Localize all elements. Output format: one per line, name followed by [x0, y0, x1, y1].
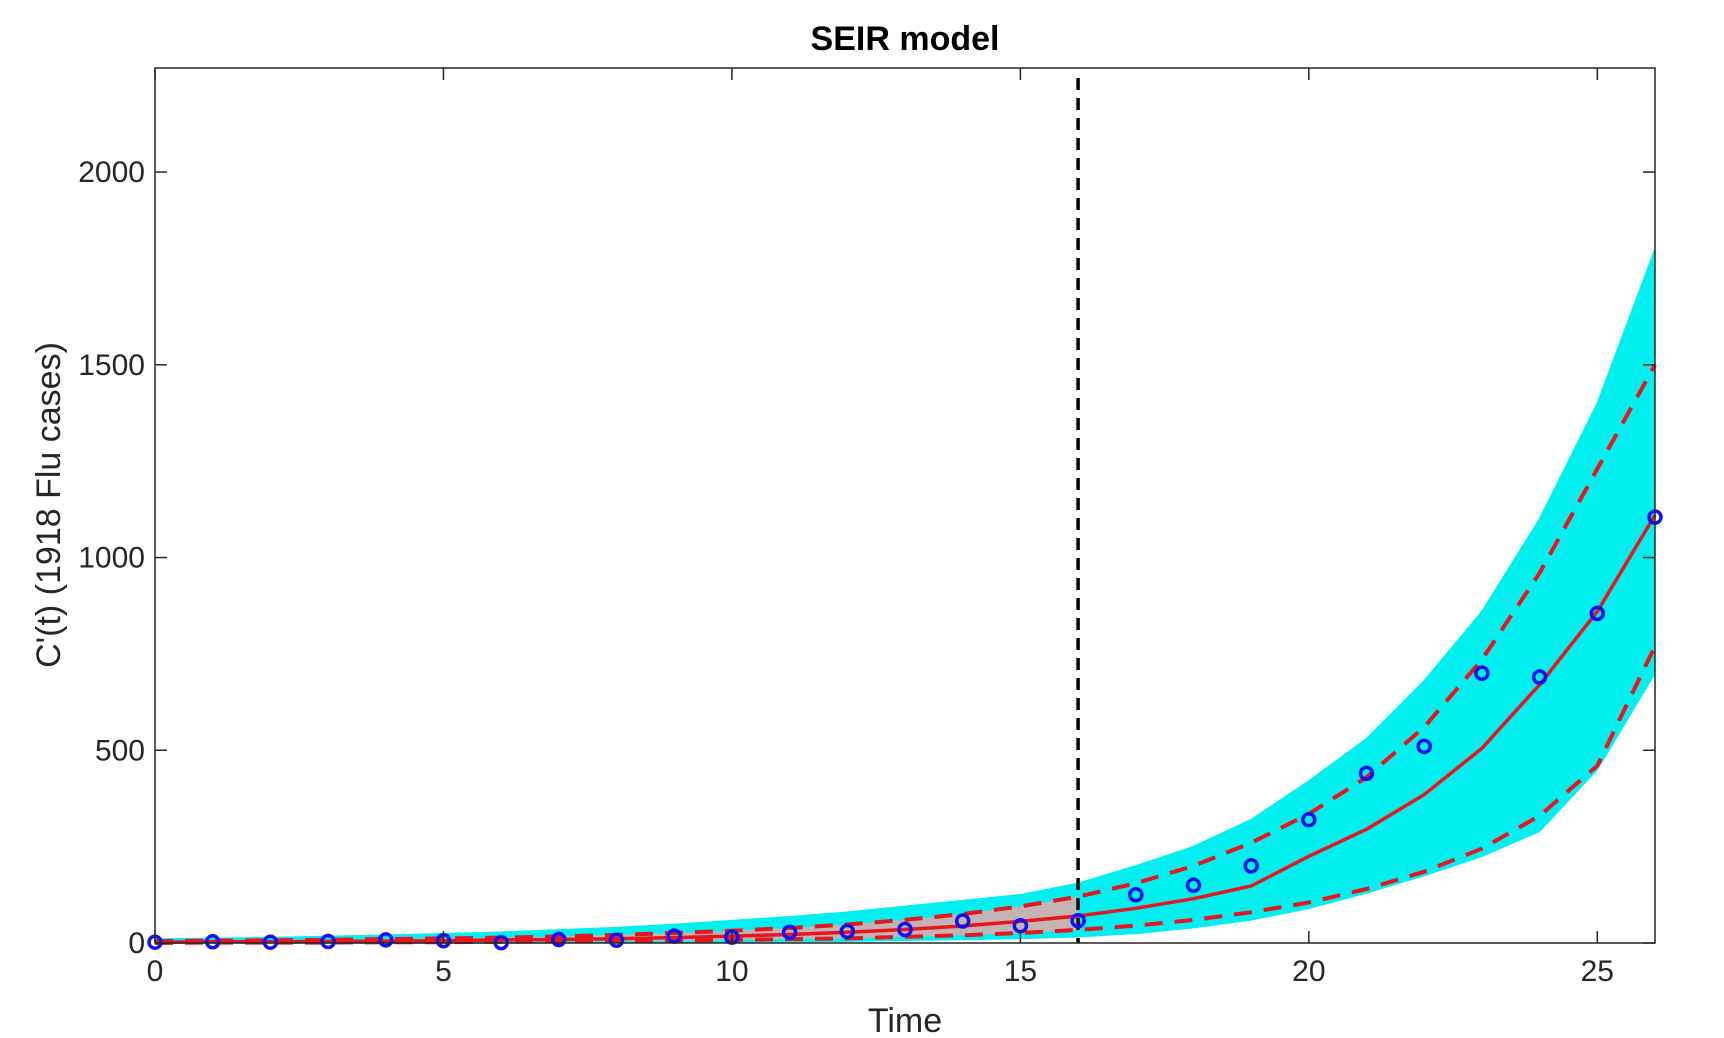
observed-point — [897, 921, 913, 938]
x-tick-label: 5 — [435, 955, 452, 988]
x-tick-label: 25 — [1581, 955, 1614, 988]
axes-box — [154, 67, 1656, 944]
ensemble-max-line — [154, 248, 1656, 940]
x-tick-label: 10 — [715, 955, 748, 988]
y-tick-label: 500 — [95, 734, 145, 767]
observed-point — [1589, 605, 1606, 622]
observed-point — [1070, 912, 1086, 929]
observed-point — [262, 934, 279, 950]
observed-point — [1243, 858, 1259, 874]
observed-point — [1128, 887, 1144, 903]
x-tick-label: 15 — [1004, 955, 1037, 988]
x-tick-label: 0 — [147, 955, 164, 988]
x-tick-label: 20 — [1292, 955, 1325, 988]
observed-point — [1301, 811, 1317, 828]
y-tick-label: 0 — [128, 927, 145, 960]
observed-point — [320, 933, 336, 950]
observed-point — [666, 928, 682, 944]
observed-point — [551, 931, 567, 948]
x-axis-label: Time — [868, 1002, 942, 1038]
y-tick-label: 1500 — [78, 349, 145, 382]
observed-point — [608, 932, 625, 949]
observed-point — [1358, 765, 1375, 782]
mean-fit-line — [154, 514, 1657, 944]
observed-point — [954, 913, 971, 929]
observed-point — [378, 932, 394, 948]
observed-point — [1474, 665, 1490, 681]
observed-point — [1185, 877, 1202, 893]
observed-point — [1531, 669, 1548, 685]
y-tick-label: 2000 — [78, 156, 145, 189]
observed-point — [839, 923, 856, 940]
observed-point — [781, 924, 798, 940]
y-tick-label: 1000 — [78, 542, 145, 575]
upper-bound-line — [154, 363, 1657, 944]
observed-point — [204, 934, 221, 950]
chart-title: SEIR model — [811, 20, 1000, 58]
y-axis-label: C'(t) (1918 Flu cases) — [30, 342, 68, 668]
observed-point — [1416, 738, 1432, 755]
axes-layer: 0 5 10 15 20 25 0 500 1000 1500 2000 — [78, 67, 1656, 988]
